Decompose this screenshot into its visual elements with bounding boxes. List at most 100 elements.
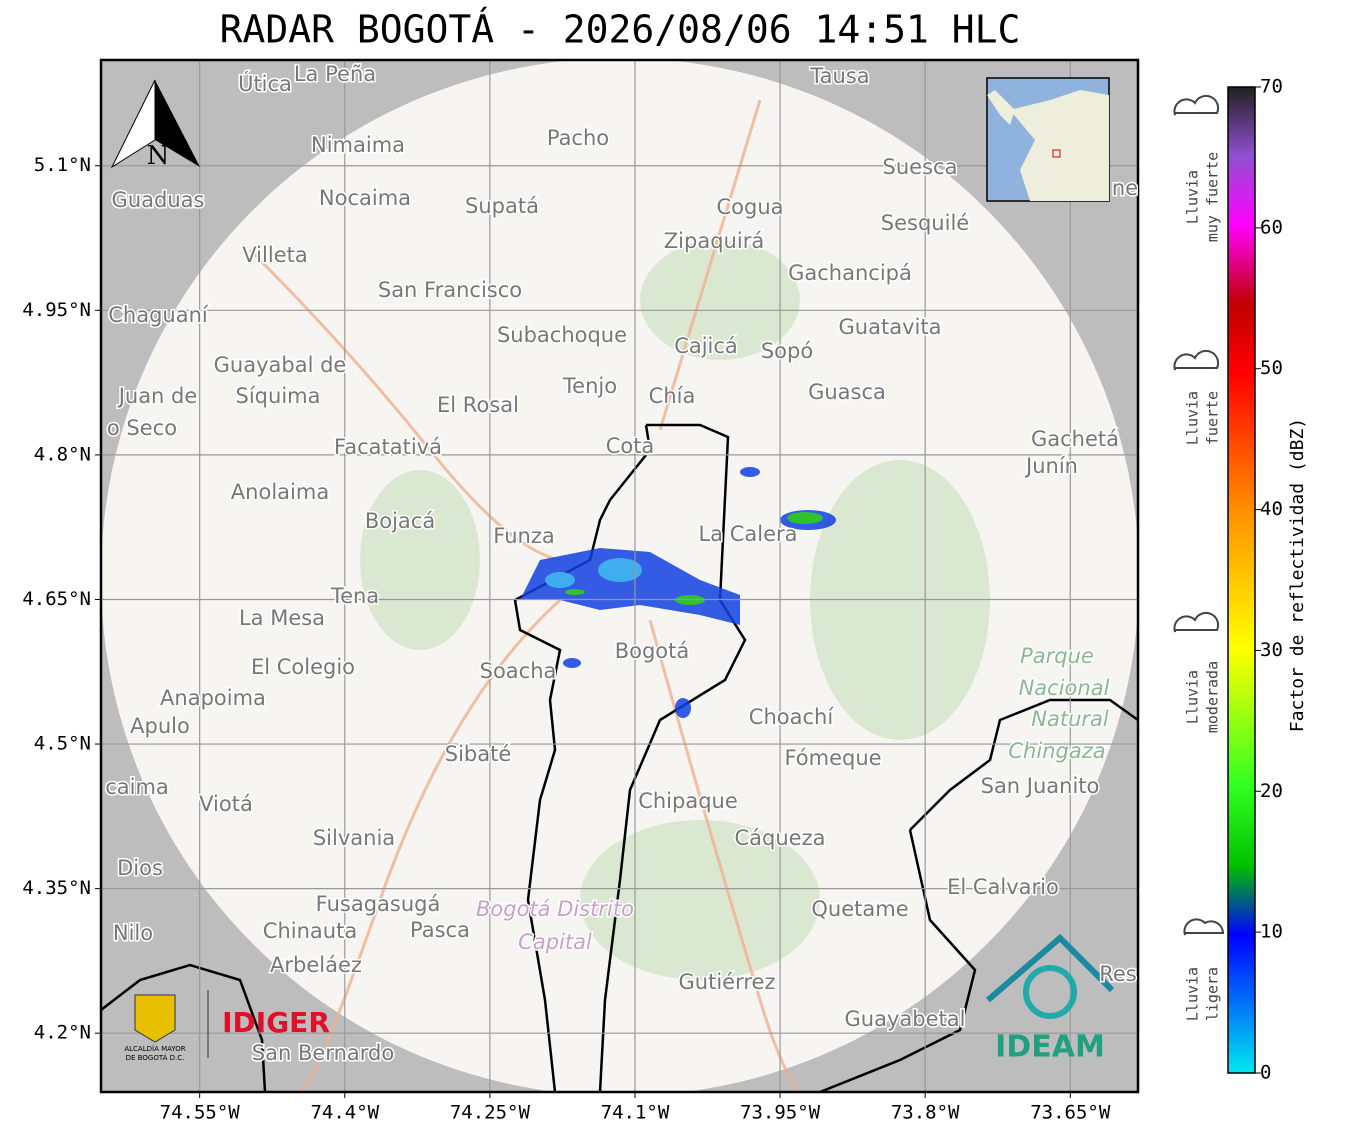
- colorbar-tick-label: 60: [1260, 216, 1283, 238]
- place-label: Gachetá: [1031, 427, 1119, 451]
- y-tick-label: 4.5°N: [34, 733, 91, 755]
- title: RADAR BOGOTÁ - 2026/08/06 14:51 HLC: [220, 8, 1021, 52]
- colorbar-tick-label: 0: [1260, 1062, 1271, 1084]
- map-frame: [99, 58, 1140, 1094]
- colorbar-tick-label: 50: [1260, 357, 1283, 379]
- place-label: La Peña: [294, 62, 376, 86]
- place-label: San Juanito: [981, 774, 1100, 798]
- logo-idiger: IDIGER: [222, 1006, 330, 1039]
- y-tick-label: 4.65°N: [22, 588, 91, 610]
- place-label: Anapoima: [160, 686, 266, 710]
- place-label: o Seco: [107, 416, 177, 440]
- place-label: Apulo: [130, 714, 190, 738]
- place-label: Anolaima: [231, 480, 329, 504]
- rain-level-label: fuerte: [1204, 391, 1222, 445]
- place-label: Nilo: [113, 921, 153, 945]
- place-label: Sesquilé: [881, 211, 969, 235]
- place-label: Tausa: [809, 64, 869, 88]
- place-label: ne: [1112, 176, 1138, 200]
- place-label: Cogua: [716, 195, 783, 219]
- place-label: Junín: [1024, 454, 1078, 478]
- park-label: Parque: [1020, 644, 1094, 668]
- park-label: Chingaza: [1008, 739, 1105, 763]
- place-label: Fusagasugá: [316, 892, 441, 916]
- place-label: Subachoque: [497, 323, 627, 347]
- place-label: Sibaté: [445, 742, 512, 766]
- north-label: N: [147, 141, 170, 171]
- colorbar-tick-label: 70: [1260, 76, 1283, 98]
- y-tick-label: 5.1°N: [34, 154, 91, 176]
- colorbar-tick-label: 10: [1260, 921, 1283, 943]
- place-label: Guayabetal: [845, 1007, 966, 1031]
- logo-text: DE BOGOTÁ D.C.: [126, 1053, 185, 1062]
- park-label: Nacional: [1019, 676, 1110, 700]
- place-label: El Colegio: [251, 655, 355, 679]
- rain-level-label: Lluvia: [1184, 670, 1202, 724]
- rain-level-label: muy fuerte: [1204, 152, 1222, 242]
- place-label: San Francisco: [378, 278, 522, 302]
- place-label: Zipaquirá: [664, 229, 764, 253]
- place-label: Funza: [493, 524, 554, 548]
- place-label: La Calera: [698, 522, 797, 546]
- logo-text: IDEAM: [995, 1030, 1105, 1065]
- place-label: Choachí: [749, 705, 835, 729]
- place-label: caima: [105, 775, 169, 799]
- place-label: El Calvario: [947, 875, 1059, 899]
- place-label: Guayabal de: [214, 353, 347, 377]
- place-label: Nocaima: [319, 186, 411, 210]
- district-label: Capital: [518, 930, 592, 954]
- map-layer: [101, 60, 1138, 1092]
- place-label: Pacho: [547, 126, 609, 150]
- place-label: Gutiérrez: [679, 970, 776, 994]
- colorbar-tick-label: 40: [1260, 498, 1283, 520]
- logo-ideam: IDEAM: [986, 933, 1115, 1065]
- rain-level-label: Lluvia: [1184, 391, 1202, 445]
- place-label: Tenjo: [562, 374, 617, 398]
- logo-alcaldia: ALCALDÍA MAYOR DE BOGOTÁ D.C.: [124, 990, 209, 1062]
- rain-level-label: Lluvia: [1184, 967, 1202, 1021]
- y-tick-label: 4.35°N: [22, 877, 91, 899]
- place-label: Chinauta: [263, 919, 357, 943]
- place-label: Quetame: [811, 897, 908, 921]
- colorbar-tick-label: 20: [1260, 780, 1283, 802]
- y-tick-label: 4.95°N: [22, 299, 91, 321]
- place-label: Tena: [330, 584, 379, 608]
- x-tick-label: 74.1°W: [601, 1102, 670, 1124]
- place-label: La Mesa: [239, 606, 325, 630]
- place-label: Chipaque: [638, 789, 738, 813]
- place-label: Juan de: [117, 384, 198, 408]
- x-tick-label: 74.4°W: [310, 1102, 379, 1124]
- place-label: Facatativá: [334, 435, 442, 459]
- y-tick-label: 4.8°N: [34, 443, 91, 465]
- y-tick-label: 4.2°N: [34, 1022, 91, 1044]
- rain-level-label: moderada: [1204, 661, 1222, 733]
- place-label: Útica: [238, 71, 292, 96]
- place-label: San Bernardo: [252, 1041, 394, 1065]
- place-label: Supatá: [465, 194, 539, 218]
- place-label: Bojacá: [365, 509, 435, 533]
- rain-level-label: ligera: [1204, 967, 1222, 1021]
- place-label: Pasca: [410, 918, 470, 942]
- place-label: Chaguaní: [108, 303, 209, 327]
- place-label: Guaduas: [112, 188, 205, 212]
- place-label: Guasca: [808, 380, 886, 404]
- place-label: Soacha: [480, 659, 557, 683]
- place-label: Síquima: [236, 384, 321, 408]
- place-label: Dios: [117, 856, 163, 880]
- x-tick-label: 74.25°W: [450, 1102, 531, 1124]
- colorbar-tick-label: 30: [1260, 639, 1283, 661]
- place-label: Bogotá: [615, 639, 690, 663]
- place-label: Cajicá: [674, 334, 738, 358]
- x-tick-label: 74.55°W: [160, 1102, 241, 1124]
- place-label: Guatavita: [839, 315, 942, 339]
- logo-text: ALCALDÍA MAYOR: [124, 1044, 185, 1053]
- place-label: Gachancipá: [788, 261, 912, 285]
- x-tick-label: 73.8°W: [891, 1102, 960, 1124]
- place-label: Fómeque: [784, 746, 881, 770]
- place-labels: Útica La Peña Tausa Pacho Nimaima Guaduas Noca…: [104, 61, 1138, 1067]
- park-label: Natural: [1031, 707, 1109, 731]
- inset-map: [986, 77, 1110, 202]
- place-label: Silvania: [313, 826, 395, 850]
- place-label: Suesca: [883, 155, 958, 179]
- place-label: Cáqueza: [735, 826, 826, 850]
